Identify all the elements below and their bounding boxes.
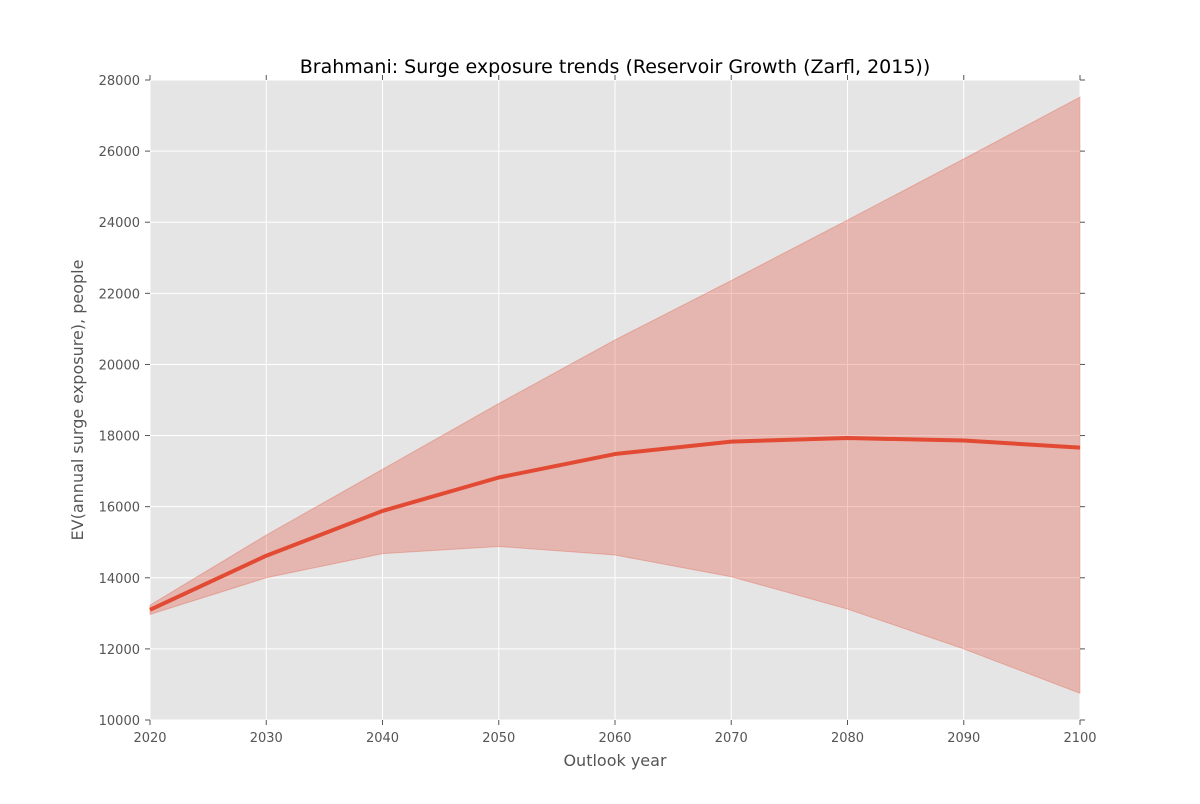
x-tick-label: 2060 (598, 731, 631, 746)
y-axis-label: EV(annual surge exposure), people (68, 260, 87, 541)
x-tick-label: 2090 (947, 731, 980, 746)
y-tick-label: 10000 (99, 714, 140, 729)
chart-title: Brahmani: Surge exposure trends (Reservo… (300, 56, 931, 78)
y-tick-label: 18000 (99, 430, 140, 445)
x-tick-label: 2100 (1063, 731, 1096, 746)
x-tick-labels: 2020 2030 2040 2050 2060 2070 2080 2090 2100 (133, 731, 1096, 746)
y-tick-label: 16000 (99, 501, 140, 516)
y-tick-label: 12000 (99, 643, 140, 658)
x-axis-label: Outlook year (563, 751, 667, 770)
y-tick-labels: 10000 12000 14000 16000 18000 20000 22000 24000… (99, 74, 140, 729)
y-tick-label: 22000 (99, 287, 140, 302)
x-tick-label: 2070 (715, 731, 748, 746)
y-tick-label: 14000 (99, 572, 140, 587)
x-tick-label: 2030 (250, 731, 283, 746)
x-tick-label: 2080 (831, 731, 864, 746)
y-tick-label: 20000 (99, 358, 140, 373)
x-tick-label: 2040 (366, 731, 399, 746)
x-tick-label: 2050 (482, 731, 515, 746)
y-tick-label: 24000 (99, 216, 140, 231)
y-tick-label: 26000 (99, 145, 140, 160)
y-tick-label: 28000 (99, 74, 140, 89)
x-tick-label: 2020 (133, 731, 166, 746)
